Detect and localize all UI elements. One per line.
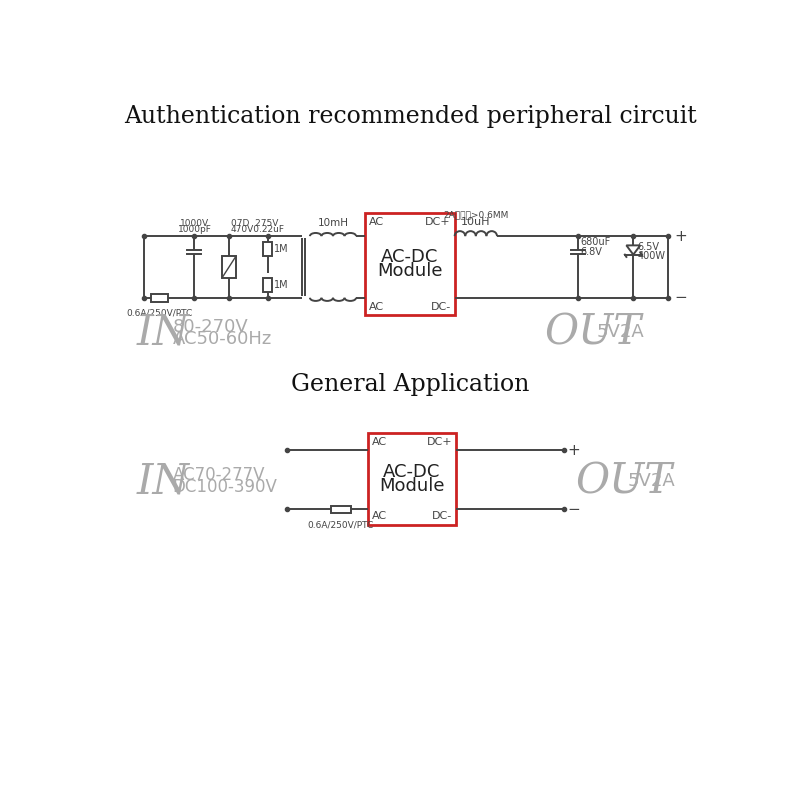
- Text: 10mH: 10mH: [318, 218, 349, 229]
- Text: 07D  275V: 07D 275V: [230, 218, 278, 228]
- Text: DC-: DC-: [432, 511, 452, 521]
- Bar: [222, 256, 236, 278]
- Bar: [368, 434, 456, 525]
- Text: 1M: 1M: [274, 280, 288, 290]
- Text: IN: IN: [137, 460, 190, 502]
- Text: General Application: General Application: [291, 373, 529, 396]
- Text: 1000pF: 1000pF: [178, 225, 211, 234]
- Text: DC100-390V: DC100-390V: [173, 478, 278, 496]
- Bar: [263, 242, 272, 256]
- Text: 680uF: 680uF: [580, 238, 610, 247]
- Text: 6.5V: 6.5V: [637, 242, 659, 252]
- Text: 1M: 1M: [274, 244, 288, 254]
- Text: OUT: OUT: [544, 311, 641, 354]
- Text: −: −: [568, 502, 581, 517]
- Text: Authentication recommended peripheral circuit: Authentication recommended peripheral ci…: [124, 106, 696, 128]
- Text: AC50-60Hz: AC50-60Hz: [173, 330, 272, 348]
- Text: AC: AC: [371, 437, 386, 447]
- Polygon shape: [626, 246, 640, 254]
- Text: AC: AC: [369, 302, 384, 311]
- Text: Module: Module: [378, 262, 442, 280]
- Bar: [366, 213, 454, 315]
- Text: 10uH: 10uH: [461, 217, 490, 227]
- Text: AC-DC: AC-DC: [382, 248, 438, 266]
- Text: 400W: 400W: [637, 251, 665, 261]
- Text: 0.6A/250V/PTC: 0.6A/250V/PTC: [307, 520, 374, 530]
- Text: IN: IN: [137, 311, 190, 354]
- Text: DC+: DC+: [426, 437, 452, 447]
- Bar: [330, 506, 350, 514]
- Text: 80-270V: 80-270V: [173, 318, 249, 336]
- Text: 0.6A/250V/PTC: 0.6A/250V/PTC: [126, 309, 193, 318]
- Bar: [263, 278, 272, 291]
- Text: 2A时线径>0.6MM: 2A时线径>0.6MM: [443, 210, 509, 219]
- Text: DC+: DC+: [425, 217, 451, 227]
- Text: AC: AC: [369, 217, 384, 227]
- Text: AC70-277V: AC70-277V: [173, 466, 266, 484]
- Text: 5V2A: 5V2A: [596, 323, 644, 342]
- Text: OUT: OUT: [575, 460, 673, 502]
- Text: DC-: DC-: [430, 302, 451, 311]
- Text: AC: AC: [371, 511, 386, 521]
- Text: AC-DC: AC-DC: [383, 463, 441, 481]
- Text: 1000V: 1000V: [180, 218, 209, 228]
- Text: +: +: [568, 442, 581, 458]
- Text: Module: Module: [379, 477, 445, 495]
- Text: +: +: [674, 229, 687, 244]
- Text: −: −: [674, 290, 687, 306]
- Text: 6.8V: 6.8V: [580, 246, 602, 257]
- Text: 470V0.22uF: 470V0.22uF: [230, 225, 285, 234]
- Bar: [151, 294, 168, 302]
- Text: 5V2A: 5V2A: [628, 472, 676, 490]
